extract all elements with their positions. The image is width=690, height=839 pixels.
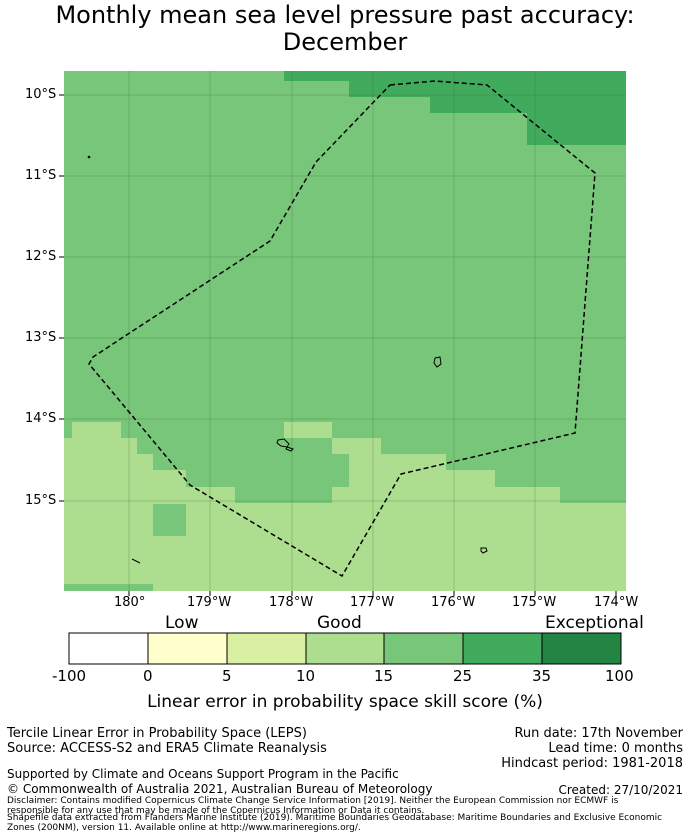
eez-boundary [88, 80, 596, 578]
disclaimer-line-1: Disclaimer: Contains modified Copernicus… [7, 796, 619, 806]
island-south-east [480, 547, 488, 554]
colorbar-tick: 5 [222, 667, 232, 685]
island-small-east [285, 446, 294, 452]
colorbar-tick: 25 [453, 667, 473, 685]
island-central [433, 356, 442, 368]
lon-label-179w: 179°W [187, 595, 232, 610]
cell-very-good-top-c [430, 97, 626, 113]
islands [87, 155, 488, 564]
disclaimer-line-3: Shapefile data extracted from Flanders M… [7, 813, 663, 823]
colorbar-bin-minus100-0 [69, 633, 148, 664]
colorbar-bin-35-100 [542, 633, 621, 664]
colorbar-tick: 100 [605, 667, 634, 685]
colorbar-frame [68, 632, 622, 665]
method-text: Tercile Linear Error in Probability Spac… [7, 726, 307, 741]
skill-raster [64, 71, 626, 591]
title-line-2: December [282, 28, 408, 56]
colorbar [68, 632, 622, 665]
created-text: Created: 27/10/2021 [558, 783, 683, 797]
lon-label-176w: 176°W [431, 595, 476, 610]
cell-good-south [64, 422, 626, 591]
colorbar-bin-5-10 [227, 633, 306, 664]
lat-label-12s: 12°S [25, 249, 57, 264]
colorbar-tick: 35 [532, 667, 552, 685]
colorbar-category-good: Good [317, 613, 362, 633]
hindcast-text: Hindcast period: 1981-2018 [501, 756, 683, 771]
cell-good-high-bottom [64, 584, 153, 591]
colorbar-bin-15-25 [384, 633, 463, 664]
lon-label-178w: 178°W [269, 595, 314, 610]
lat-label-15s: 15°S [25, 493, 57, 508]
lat-label-13s: 13°S [25, 330, 57, 345]
cell-good-high-islet [153, 504, 186, 536]
cell-very-good-top-b [349, 81, 626, 97]
colorbar-tick: 15 [374, 667, 394, 685]
support-text: Supported by Climate and Oceans Support … [7, 767, 399, 781]
colorbar-category-exceptional: Exceptional [545, 613, 644, 633]
source-text: Source: ACCESS-S2 and ERA5 Climate Reana… [7, 741, 327, 756]
copyright-text: © Commonwealth of Australia 2021, Austra… [7, 782, 433, 796]
lon-label-180: 180° [114, 595, 146, 610]
colorbar-label: Linear error in probability space skill … [147, 692, 543, 712]
cell-very-good-top-d [527, 113, 626, 145]
axis-ticks [59, 94, 617, 596]
run-date-text: Run date: 17th November [514, 726, 683, 741]
island-northwest-dot [87, 155, 91, 159]
lat-label-10s: 10°S [25, 87, 57, 102]
graticule [64, 71, 626, 591]
disclaimer-line-2: responsible for any use that may be made… [7, 806, 425, 816]
colorbar-category-low: Low [165, 613, 199, 633]
lat-label-14s: 14°S [25, 411, 57, 426]
island-south-west [131, 558, 141, 564]
lon-label-174w: 174°W [594, 595, 639, 610]
lead-time-text: Lead time: 0 months [548, 741, 683, 756]
colorbar-bin-0-5 [148, 633, 227, 664]
colorbar-tick: -100 [52, 667, 87, 685]
cell-very-good-top-a [284, 71, 626, 81]
colorbar-bin-10-15 [306, 633, 384, 664]
lat-label-11s: 11°S [25, 168, 57, 183]
disclaimer-line-4: Zones (200NM), version 11. Available onl… [7, 823, 361, 833]
lon-label-175w: 175°W [512, 595, 557, 610]
lon-label-177w: 177°W [350, 595, 395, 610]
colorbar-tick: 10 [296, 667, 316, 685]
colorbar-bin-25-35 [463, 633, 542, 664]
title-line-1: Monthly mean sea level pressure past acc… [55, 1, 635, 29]
colorbar-tick: 0 [143, 667, 153, 685]
